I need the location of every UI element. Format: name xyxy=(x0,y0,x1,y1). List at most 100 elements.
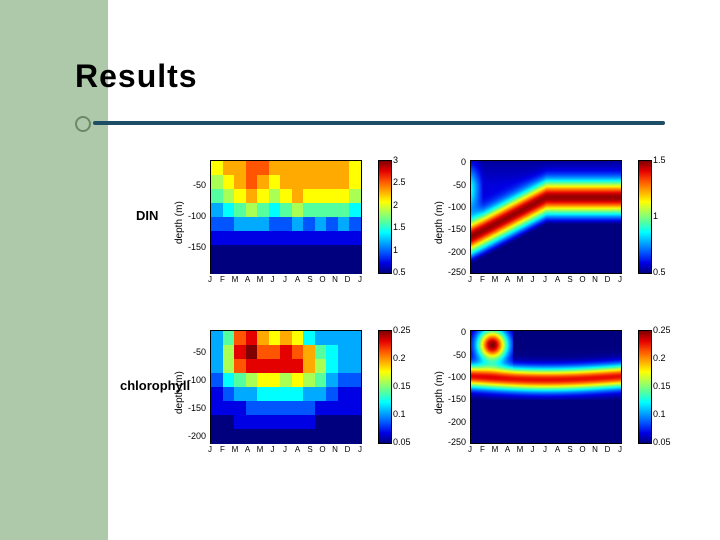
page-title: Results xyxy=(75,58,198,95)
heatmap-cell xyxy=(280,161,292,176)
heatmap-cell xyxy=(234,359,246,374)
heatmap-cell xyxy=(211,203,223,218)
heatmap-cell xyxy=(257,189,269,204)
x-tick: A xyxy=(553,445,563,454)
heatmap-cell xyxy=(292,387,304,402)
heatmap-cell xyxy=(280,203,292,218)
colorbar xyxy=(378,160,392,274)
heatmap-cell xyxy=(269,203,281,218)
x-tick: J xyxy=(465,445,475,454)
heatmap-cell xyxy=(234,429,246,444)
heatmap-cell xyxy=(349,175,361,190)
heatmap-cell xyxy=(303,373,315,388)
heatmap-cell xyxy=(326,387,338,402)
x-tick: M xyxy=(490,275,500,284)
colorbar-tick: 0.25 xyxy=(393,325,411,335)
heatmap-cell xyxy=(280,359,292,374)
heatmap-cell xyxy=(234,161,246,176)
heatmap-cell xyxy=(223,373,235,388)
colorbar-tick: 0.5 xyxy=(393,267,406,277)
heatmap-cell xyxy=(211,415,223,430)
y-tick: -150 xyxy=(442,224,466,234)
heatmap-cell xyxy=(269,259,281,274)
x-tick: D xyxy=(343,445,353,454)
heatmap-cell xyxy=(338,415,350,430)
heatmap-cell xyxy=(303,217,315,232)
x-tick: D xyxy=(603,445,613,454)
heatmap-cell xyxy=(246,387,258,402)
x-tick: J xyxy=(528,275,538,284)
heatmap-area xyxy=(210,160,362,274)
heatmap-area xyxy=(210,330,362,444)
x-tick: F xyxy=(218,445,228,454)
heatmap-cell xyxy=(315,401,327,416)
heatmap-cell xyxy=(269,161,281,176)
y-tick: -200 xyxy=(182,431,206,441)
x-tick: S xyxy=(565,445,575,454)
x-tick: D xyxy=(343,275,353,284)
y-tick: -150 xyxy=(182,403,206,413)
heatmap-cell xyxy=(349,245,361,260)
heatmap-cell xyxy=(292,231,304,246)
heatmap-cell xyxy=(338,189,350,204)
x-tick: D xyxy=(603,275,613,284)
heatmap-cell xyxy=(269,373,281,388)
heatmap-cell xyxy=(349,217,361,232)
colorbar-tick: 2.5 xyxy=(393,177,406,187)
heatmap-cell xyxy=(223,245,235,260)
colorbar-tick: 0.1 xyxy=(653,409,666,419)
x-tick: S xyxy=(305,275,315,284)
heatmap-cell xyxy=(280,259,292,274)
heatmap-cell xyxy=(326,203,338,218)
x-tick: A xyxy=(243,445,253,454)
x-tick: J xyxy=(280,445,290,454)
heatmap-cell xyxy=(223,387,235,402)
heatmap-cell xyxy=(303,401,315,416)
y-tick: -250 xyxy=(442,437,466,447)
colorbar-tick: 1.5 xyxy=(653,155,666,165)
heatmap-cell xyxy=(269,429,281,444)
heatmap-cell xyxy=(269,231,281,246)
heatmap-cell xyxy=(326,429,338,444)
heatmap-cell xyxy=(257,345,269,360)
heatmap-cell xyxy=(303,231,315,246)
heatmap-cell xyxy=(326,331,338,346)
heatmap-cell xyxy=(257,161,269,176)
colorbar xyxy=(638,160,652,274)
heatmap-cell xyxy=(269,401,281,416)
heatmap-cell xyxy=(257,359,269,374)
heatmap-cell xyxy=(211,245,223,260)
heatmap-cell xyxy=(211,359,223,374)
heatmap-cell xyxy=(234,259,246,274)
x-tick: A xyxy=(293,445,303,454)
x-tick: O xyxy=(578,445,588,454)
heatmap-cell xyxy=(315,189,327,204)
heatmap-cell xyxy=(269,359,281,374)
heatmap-cell xyxy=(257,203,269,218)
heatmap-cell xyxy=(326,401,338,416)
heatmap-cell xyxy=(349,359,361,374)
heatmap-cell xyxy=(223,175,235,190)
heatmap-cell xyxy=(234,175,246,190)
heatmap-cell xyxy=(246,331,258,346)
heatmap-cell xyxy=(338,331,350,346)
heatmap-cell xyxy=(280,217,292,232)
heatmap-cell xyxy=(292,373,304,388)
heatmap-cell xyxy=(315,373,327,388)
x-tick: M xyxy=(255,445,265,454)
heatmap-cell xyxy=(234,345,246,360)
heatmap-cell xyxy=(223,231,235,246)
heatmap-cell xyxy=(303,259,315,274)
heatmap-cell xyxy=(246,359,258,374)
x-tick: S xyxy=(305,445,315,454)
x-tick: M xyxy=(255,275,265,284)
heatmap-cell xyxy=(303,203,315,218)
heatmap-area xyxy=(470,330,622,444)
x-tick: J xyxy=(615,445,625,454)
x-tick: F xyxy=(218,275,228,284)
x-tick: M xyxy=(515,445,525,454)
x-tick: M xyxy=(230,445,240,454)
heatmap-cell xyxy=(211,401,223,416)
heatmap-cell xyxy=(257,217,269,232)
heatmap-cell xyxy=(234,203,246,218)
